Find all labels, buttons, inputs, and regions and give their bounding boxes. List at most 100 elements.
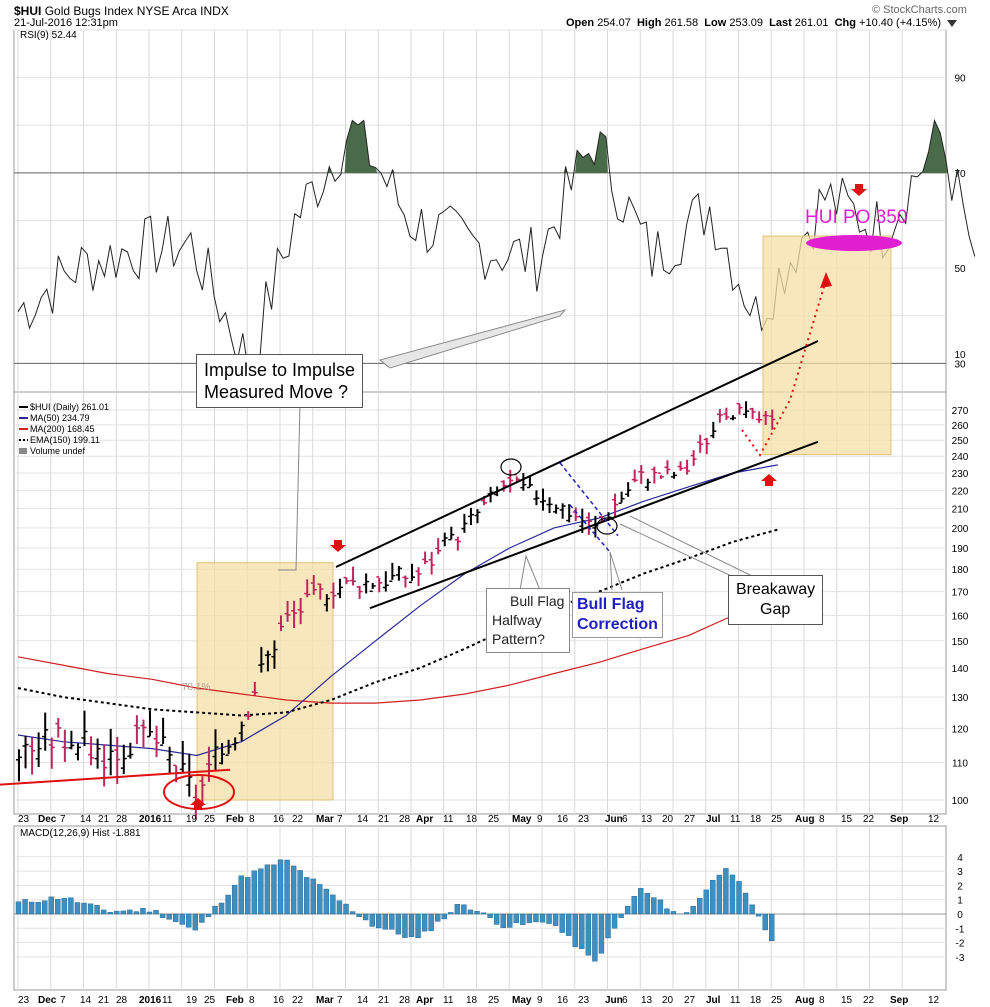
macd-hist-bar [644,893,650,915]
x-tick-label: 25 [488,995,500,1006]
macd-tick-label: -3 [956,953,965,964]
macd-hist-bar [415,913,421,939]
x-tick-label: 15 [841,814,853,825]
macd-hist-bar [133,911,140,915]
macd-tick-label: 4 [957,853,963,864]
macd-hist-bar [513,913,519,924]
macd-hist-bar [61,898,68,915]
x-tick-label: 13 [641,814,653,825]
macd-hist-bar [729,874,736,915]
price-tick-label: 190 [952,544,969,555]
x-tick-label: 14 [80,995,92,1006]
x-tick-label: 16 [557,995,569,1006]
x-tick-label: 8 [819,995,825,1006]
macd-hist-bar [638,888,644,915]
price-tick-label: 180 [952,565,969,576]
x-tick-label: Dec [38,814,57,825]
macd-tick-label: 3 [957,867,963,878]
price-tick-label: 100 [952,796,969,807]
x-tick-label: 20 [662,995,674,1006]
macd-hist-bar [697,898,703,915]
x-tick-label: 21 [98,814,110,825]
callout-pointer [278,403,301,571]
macd-hist-bar [15,901,22,915]
x-tick-label: 14 [357,814,369,825]
x-tick-label: 11 [730,814,741,825]
symbol: $HUI [14,4,42,18]
macd-hist-bar [749,904,755,915]
macd-hist-bar [356,913,362,918]
x-tick-label: 25 [204,995,216,1006]
x-tick-label: 9 [537,995,543,1006]
x-tick-label: 18 [466,995,478,1006]
macd-hist-bar [670,911,677,915]
rsi-title: RSI(9) 52.44 [20,30,77,41]
x-tick-label: 18 [750,995,762,1006]
projection-path [741,279,827,457]
macd-hist-bar [448,912,454,915]
macd-tick-label: -1 [956,924,965,935]
copyright: © StockCharts.com [872,4,967,16]
callout-pointer [609,551,623,591]
x-tick-label: 14 [80,814,92,825]
measured-move-box-2 [762,235,892,456]
rsi-tick-label: 30 [954,359,966,370]
triangle-down-icon[interactable] [947,19,958,27]
macd-hist-bar [703,889,709,915]
macd-hist-bar [120,910,127,915]
x-tick-label: 23 [578,814,590,825]
macd-hist-bar [421,913,428,932]
x-tick-label: 28 [399,814,411,825]
x-tick-label: 19 [186,995,198,1006]
macd-hist-bar [153,910,159,915]
ema150-line [17,528,779,717]
x-tick-label: 8 [819,814,825,825]
legend-entry: $HUI (Daily) 261.01 [30,402,109,412]
rsi-tick-label: 70 [954,169,966,180]
x-tick-label: 21 [378,814,390,825]
x-tick-label: 25 [771,995,783,1006]
macd-hist-bar [172,913,179,922]
macd-hist-bar [762,913,768,931]
macd-hist-bar [611,913,618,929]
macd-hist-bar [435,913,441,922]
x-tick-label: 21 [378,995,390,1006]
macd-hist-bar [362,913,369,921]
x-tick-label: 19 [186,814,198,825]
x-tick-label: 22 [292,814,304,825]
top-circle [500,458,522,476]
x-tick-label: 11 [162,814,173,825]
x-tick-label: Aug [795,814,814,825]
macd-hist-bar [330,894,336,915]
macd-hist-bar [100,909,107,915]
measured-move-box-1 [196,562,334,801]
price-tick-label: 120 [952,724,969,735]
macd-hist-bar [566,913,572,936]
macd-hist-bar [742,892,749,915]
x-tick-label: Jul [706,814,721,825]
macd-hist-bar [114,910,120,915]
macd-hist-bar [343,903,349,915]
callout-pointer [519,554,541,591]
buy-arrow-icon [190,798,206,810]
x-tick-label: Jun [605,814,623,825]
price-tick-label: 110 [952,759,968,770]
x-tick-label: 25 [204,814,216,825]
projection-arrowhead [820,272,832,288]
macd-hist-bar [618,913,624,918]
x-tick-label: 7 [60,814,66,825]
ohlc-readout: Open 254.07 High 261.58 Low 253.09 Last … [566,17,958,29]
macd-hist-bar [218,902,225,915]
macd-hist-bar [159,913,166,918]
macd-hist-bar [323,888,330,915]
macd-hist-bar [304,877,310,915]
x-tick-label: Jun [605,995,623,1006]
x-tick-label: Mar [316,814,334,825]
macd-hist-bar [231,885,238,915]
macd-hist-bar [28,901,35,915]
price-tick-label: 10 [954,350,966,361]
macd-tick-label: -2 [956,939,965,950]
macd-title: MACD(12,26,9) Hist -1.881 [20,828,141,839]
x-tick-label: 7 [60,995,66,1006]
x-tick-label: Dec [38,995,57,1006]
